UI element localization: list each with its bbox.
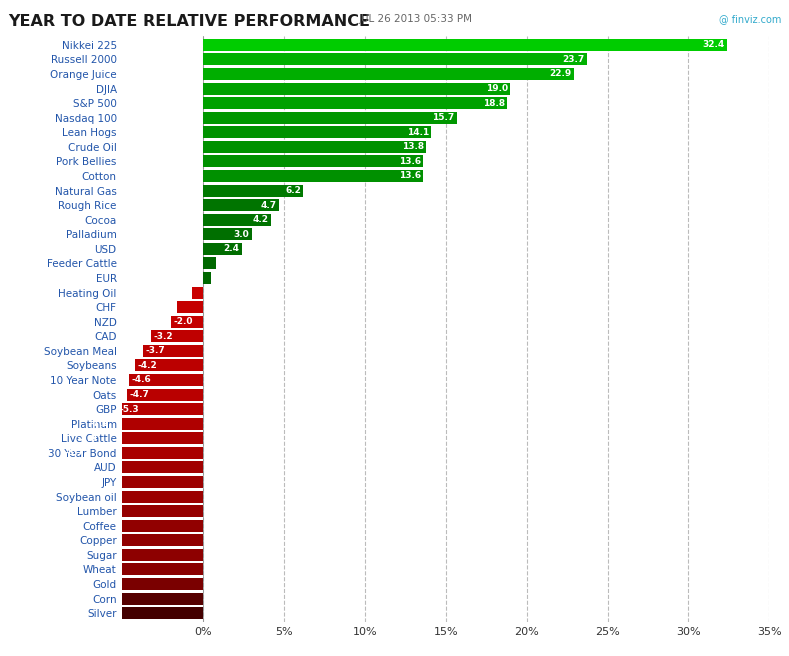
Bar xyxy=(0,564,204,575)
Bar xyxy=(204,272,211,284)
Bar xyxy=(171,316,204,328)
Text: 6.2: 6.2 xyxy=(285,186,301,195)
Bar xyxy=(135,359,204,371)
Text: -3.7: -3.7 xyxy=(146,346,166,356)
Text: -7.9: -7.9 xyxy=(78,434,98,443)
Text: -7.2: -7.2 xyxy=(89,419,109,428)
Text: -4.7: -4.7 xyxy=(129,390,149,399)
Bar xyxy=(151,330,204,342)
Text: 23.7: 23.7 xyxy=(562,55,584,64)
Bar xyxy=(204,141,426,153)
Text: -8.7: -8.7 xyxy=(65,448,84,457)
Text: -4.6: -4.6 xyxy=(131,375,151,384)
Bar xyxy=(204,53,586,66)
Bar xyxy=(87,418,204,430)
Bar xyxy=(204,228,252,240)
Bar xyxy=(0,549,204,561)
Text: -5.3: -5.3 xyxy=(120,405,140,414)
Text: JUL 26 2013 05:33 PM: JUL 26 2013 05:33 PM xyxy=(359,14,473,24)
Text: -0.7: -0.7 xyxy=(170,288,190,297)
Bar xyxy=(204,184,304,197)
Bar xyxy=(204,199,279,211)
Bar xyxy=(204,97,507,109)
Text: 13.6: 13.6 xyxy=(398,157,421,166)
Bar xyxy=(144,345,204,357)
Bar xyxy=(192,287,204,298)
Text: 2.4: 2.4 xyxy=(223,244,240,253)
Bar xyxy=(178,301,204,313)
Text: YEAR TO DATE RELATIVE PERFORMANCE: YEAR TO DATE RELATIVE PERFORMANCE xyxy=(8,14,370,30)
Bar xyxy=(204,39,727,51)
Bar xyxy=(0,578,204,590)
Bar xyxy=(204,257,216,270)
Text: -3.2: -3.2 xyxy=(154,332,174,340)
Text: 4.2: 4.2 xyxy=(252,215,269,224)
Bar xyxy=(204,170,423,182)
Bar xyxy=(62,447,204,459)
Bar xyxy=(0,592,204,605)
Bar xyxy=(204,112,457,124)
Text: 13.6: 13.6 xyxy=(398,171,421,180)
Bar xyxy=(204,127,432,138)
Text: 0.5: 0.5 xyxy=(213,274,229,283)
Text: -12.2: -12.2 xyxy=(8,492,34,501)
Text: 0.8: 0.8 xyxy=(218,259,234,268)
Bar xyxy=(204,83,510,94)
Bar xyxy=(32,461,204,474)
Bar xyxy=(204,214,271,226)
Bar xyxy=(204,68,574,80)
Text: 14.1: 14.1 xyxy=(406,128,428,136)
Text: 4.7: 4.7 xyxy=(260,201,277,210)
Bar xyxy=(0,505,204,517)
Text: -13.7: -13.7 xyxy=(0,506,10,516)
Text: -4.2: -4.2 xyxy=(137,361,158,370)
Text: -10.6: -10.6 xyxy=(34,463,60,472)
Bar xyxy=(0,607,204,619)
Text: 32.4: 32.4 xyxy=(702,40,725,49)
Text: 19.0: 19.0 xyxy=(486,84,508,93)
Bar xyxy=(204,243,242,255)
Bar xyxy=(127,388,204,401)
Text: -11.8: -11.8 xyxy=(15,478,40,487)
Bar xyxy=(118,403,204,415)
Bar xyxy=(6,491,204,502)
Text: 13.8: 13.8 xyxy=(402,142,424,152)
Bar xyxy=(76,432,204,444)
Text: @ finviz.com: @ finviz.com xyxy=(719,14,781,24)
Text: 22.9: 22.9 xyxy=(549,70,571,79)
Bar xyxy=(0,520,204,531)
Bar xyxy=(204,155,423,167)
Text: -1.6: -1.6 xyxy=(156,302,176,312)
Text: -2.0: -2.0 xyxy=(174,318,193,326)
Text: 3.0: 3.0 xyxy=(234,230,249,239)
Text: 15.7: 15.7 xyxy=(432,113,454,122)
Bar xyxy=(13,476,204,488)
Bar xyxy=(129,374,204,386)
Text: 18.8: 18.8 xyxy=(483,98,505,108)
Bar xyxy=(0,534,204,546)
